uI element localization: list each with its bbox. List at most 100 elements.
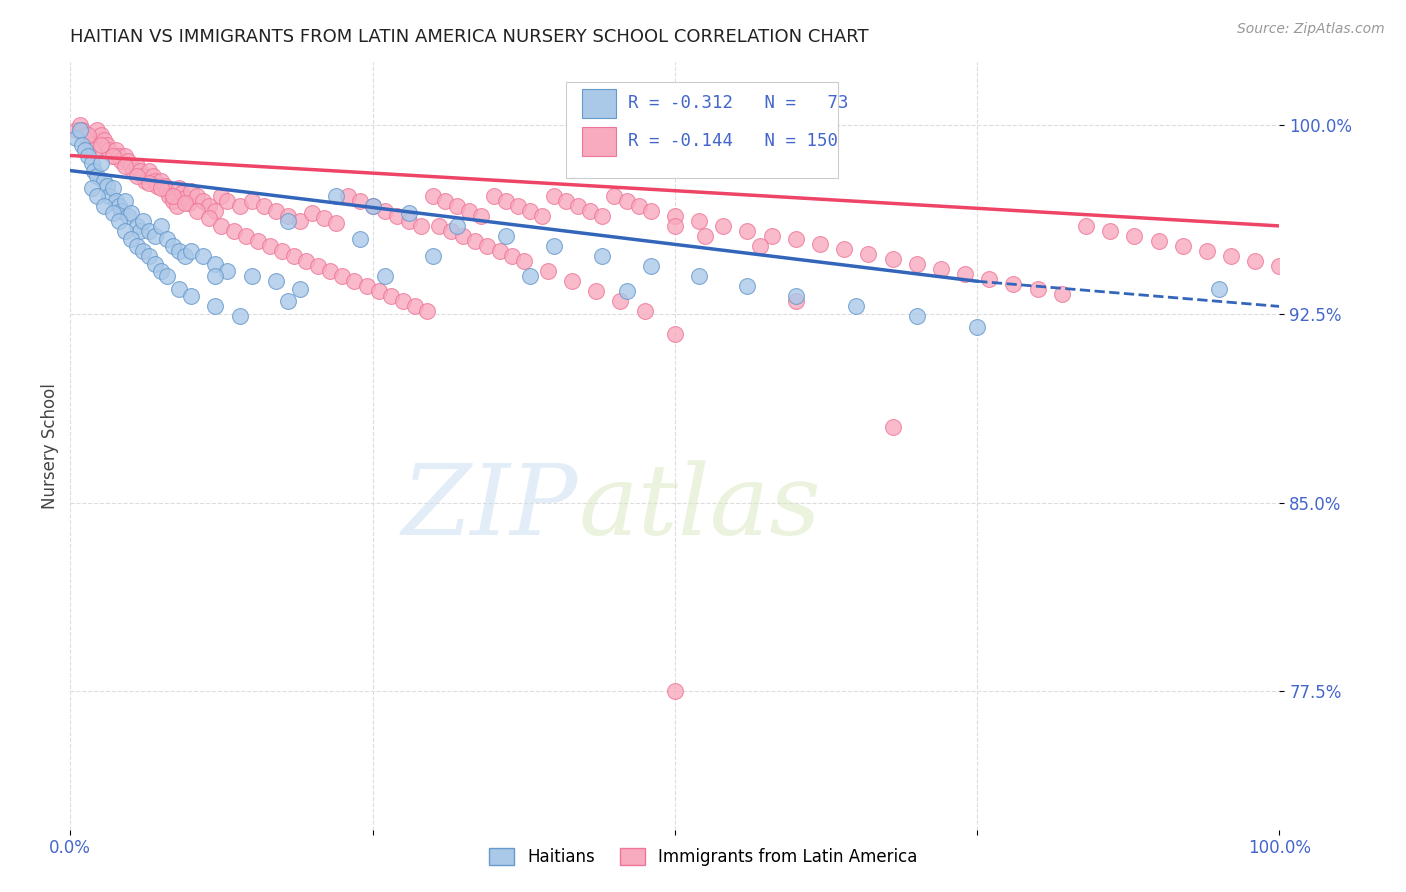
- Point: [416, 304, 439, 318]
- Point: [253, 199, 276, 213]
- Point: [180, 244, 202, 258]
- Point: [361, 199, 384, 213]
- Point: [77, 133, 100, 147]
- Point: [93, 199, 115, 213]
- Point: [217, 264, 239, 278]
- Point: [138, 163, 160, 178]
- Point: [1208, 282, 1230, 296]
- Point: [96, 178, 118, 193]
- Point: [367, 285, 389, 299]
- Text: HAITIAN VS IMMIGRANTS FROM LATIN AMERICA NURSERY SCHOOL CORRELATION CHART: HAITIAN VS IMMIGRANTS FROM LATIN AMERICA…: [70, 28, 869, 45]
- Point: [609, 294, 631, 309]
- Point: [240, 269, 263, 284]
- Point: [1123, 229, 1146, 244]
- Point: [150, 219, 172, 233]
- Point: [785, 294, 807, 309]
- Point: [398, 206, 420, 220]
- Point: [845, 300, 868, 314]
- Point: [167, 181, 190, 195]
- Text: ZIP: ZIP: [402, 459, 578, 555]
- Point: [150, 174, 172, 188]
- Point: [146, 178, 169, 193]
- Point: [374, 269, 396, 284]
- Point: [301, 206, 323, 220]
- Point: [204, 300, 226, 314]
- Point: [122, 163, 145, 178]
- Point: [114, 194, 136, 208]
- Point: [134, 174, 156, 188]
- Point: [204, 257, 226, 271]
- Point: [98, 144, 121, 158]
- Point: [737, 224, 759, 238]
- Point: [979, 271, 1001, 285]
- Point: [167, 244, 190, 258]
- Point: [277, 294, 299, 309]
- Point: [277, 214, 299, 228]
- Point: [404, 300, 426, 314]
- Point: [129, 163, 152, 178]
- Point: [98, 188, 121, 202]
- Point: [664, 209, 686, 223]
- Point: [86, 123, 108, 137]
- Point: [530, 209, 553, 223]
- Point: [409, 219, 432, 233]
- Point: [488, 244, 510, 258]
- Point: [93, 133, 115, 147]
- Point: [748, 239, 770, 253]
- Point: [198, 199, 221, 213]
- Point: [96, 138, 118, 153]
- Point: [83, 144, 105, 158]
- Point: [711, 219, 734, 233]
- Point: [101, 148, 124, 162]
- Point: [86, 188, 108, 202]
- Point: [427, 219, 450, 233]
- Point: [953, 267, 976, 281]
- Point: [506, 199, 529, 213]
- Point: [93, 174, 115, 188]
- Point: [73, 144, 96, 158]
- Point: [235, 229, 257, 244]
- Point: [117, 153, 139, 168]
- Point: [434, 194, 457, 208]
- Point: [640, 259, 662, 273]
- Point: [288, 214, 311, 228]
- Point: [464, 234, 486, 248]
- Point: [543, 239, 565, 253]
- Point: [1268, 259, 1291, 273]
- Point: [519, 203, 541, 218]
- Point: [832, 242, 855, 256]
- Point: [579, 203, 602, 218]
- Point: [495, 229, 517, 244]
- Point: [905, 310, 928, 324]
- Point: [616, 194, 638, 208]
- Point: [143, 257, 166, 271]
- Point: [120, 231, 142, 245]
- Point: [105, 194, 128, 208]
- Point: [222, 224, 245, 238]
- Point: [65, 131, 87, 145]
- Point: [72, 123, 94, 137]
- Point: [627, 199, 650, 213]
- Point: [80, 156, 103, 170]
- Point: [495, 194, 517, 208]
- Point: [228, 199, 250, 213]
- Point: [259, 239, 281, 253]
- Point: [392, 294, 415, 309]
- Point: [138, 224, 160, 238]
- Point: [72, 138, 94, 153]
- Text: R = -0.312   N =   73: R = -0.312 N = 73: [627, 94, 848, 112]
- Point: [1002, 277, 1025, 291]
- Point: [114, 224, 136, 238]
- Point: [138, 176, 160, 190]
- Point: [125, 219, 148, 233]
- Point: [808, 236, 831, 251]
- Point: [453, 229, 475, 244]
- Point: [107, 214, 129, 228]
- Point: [174, 196, 197, 211]
- Point: [1220, 249, 1243, 263]
- Point: [858, 246, 880, 260]
- Point: [1026, 282, 1049, 296]
- Point: [80, 181, 103, 195]
- Point: [398, 214, 420, 228]
- Point: [264, 203, 287, 218]
